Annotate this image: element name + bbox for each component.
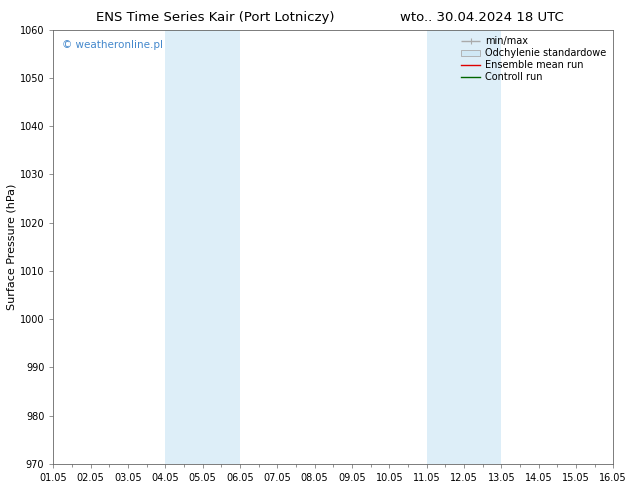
Text: ENS Time Series Kair (Port Lotniczy): ENS Time Series Kair (Port Lotniczy) <box>96 11 335 24</box>
Bar <box>427 29 501 464</box>
Legend: min/max, Odchylenie standardowe, Ensemble mean run, Controll run: min/max, Odchylenie standardowe, Ensembl… <box>458 33 609 85</box>
Bar <box>165 29 240 464</box>
Text: © weatheronline.pl: © weatheronline.pl <box>61 41 163 50</box>
Y-axis label: Surface Pressure (hPa): Surface Pressure (hPa) <box>7 184 17 310</box>
Text: wto.. 30.04.2024 18 UTC: wto.. 30.04.2024 18 UTC <box>400 11 564 24</box>
